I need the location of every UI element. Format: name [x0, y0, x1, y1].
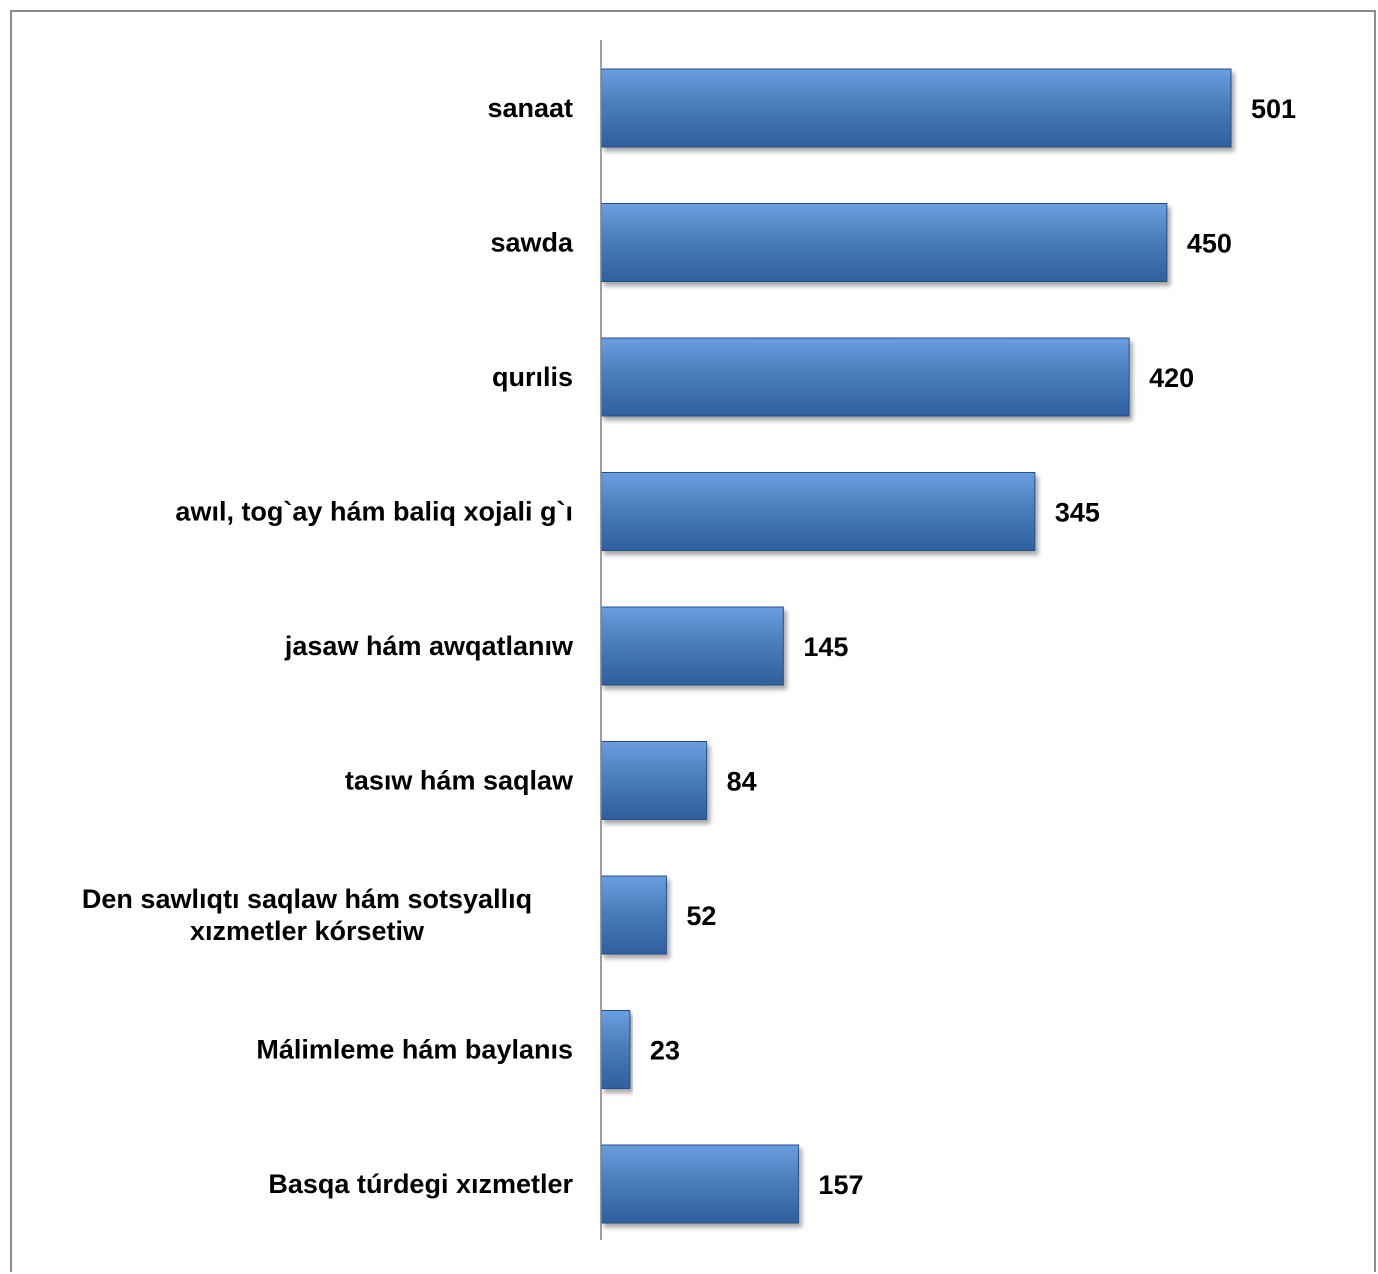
category-label-line: awıl, tog`ay hám baliq xojali g`ı: [175, 497, 573, 527]
category-label-line: sawda: [490, 228, 574, 258]
category-label-line: sanaat: [487, 93, 573, 123]
category-label-line: Málimleme hám baylanıs: [256, 1035, 573, 1065]
category-label-4: awıl, tog`ay hám baliq xojali g`ı: [175, 497, 573, 527]
value-label-2: 450: [1187, 229, 1232, 259]
value-label-6: 84: [727, 767, 757, 797]
category-label-line: Basqa túrdegi xızmetler: [268, 1169, 573, 1199]
value-labels: 501 450 420 345 145 84 52 23 157: [650, 94, 1296, 1200]
value-label-4: 345: [1055, 498, 1100, 528]
bar-1: [600, 68, 1232, 148]
category-label-line: xızmetler kórsetiw: [190, 916, 425, 946]
bar-4: [600, 472, 1036, 551]
bar-3: [600, 337, 1130, 417]
value-label-5: 145: [803, 632, 848, 662]
bar-8: [600, 1010, 631, 1089]
value-label-3: 420: [1149, 363, 1194, 393]
chart-frame: sanaat sawda qurılis awıl, tog`ay hám baliq…: [10, 10, 1376, 1272]
value-label-9: 157: [818, 1170, 863, 1200]
category-label-2: sawda: [490, 228, 574, 258]
bar-9: [600, 1144, 799, 1224]
category-label-line: tasıw hám saqlaw: [345, 766, 574, 796]
bar-chart: sanaat sawda qurılis awıl, tog`ay hám baliq…: [82, 40, 1296, 1240]
category-labels: sanaat sawda qurılis awıl, tog`ay hám baliq…: [82, 93, 574, 1199]
bar-6: [600, 741, 708, 820]
category-label-line: Den sawlıqtı saqlaw hám sotsyallıq: [82, 884, 532, 914]
category-label-line: jasaw hám awqatlanıw: [284, 631, 574, 661]
bar-5: [600, 606, 784, 686]
category-label-7: Den sawlıqtı saqlaw hám sotsyallıq xızmet…: [82, 884, 532, 946]
bars-layer: [600, 68, 1232, 1224]
value-label-1: 501: [1251, 94, 1296, 124]
value-label-8: 23: [650, 1036, 680, 1066]
bar-7: [600, 875, 667, 955]
value-label-7: 52: [686, 901, 716, 931]
category-label-1: sanaat: [487, 93, 573, 123]
category-label-6: tasıw hám saqlaw: [345, 766, 574, 796]
category-label-8: Málimleme hám baylanıs: [256, 1035, 573, 1065]
category-label-9: Basqa túrdegi xızmetler: [268, 1169, 573, 1199]
category-label-5: jasaw hám awqatlanıw: [284, 631, 574, 661]
category-label-line: qurılis: [492, 362, 573, 392]
bar-2: [600, 203, 1168, 282]
category-label-3: qurılis: [492, 362, 573, 392]
